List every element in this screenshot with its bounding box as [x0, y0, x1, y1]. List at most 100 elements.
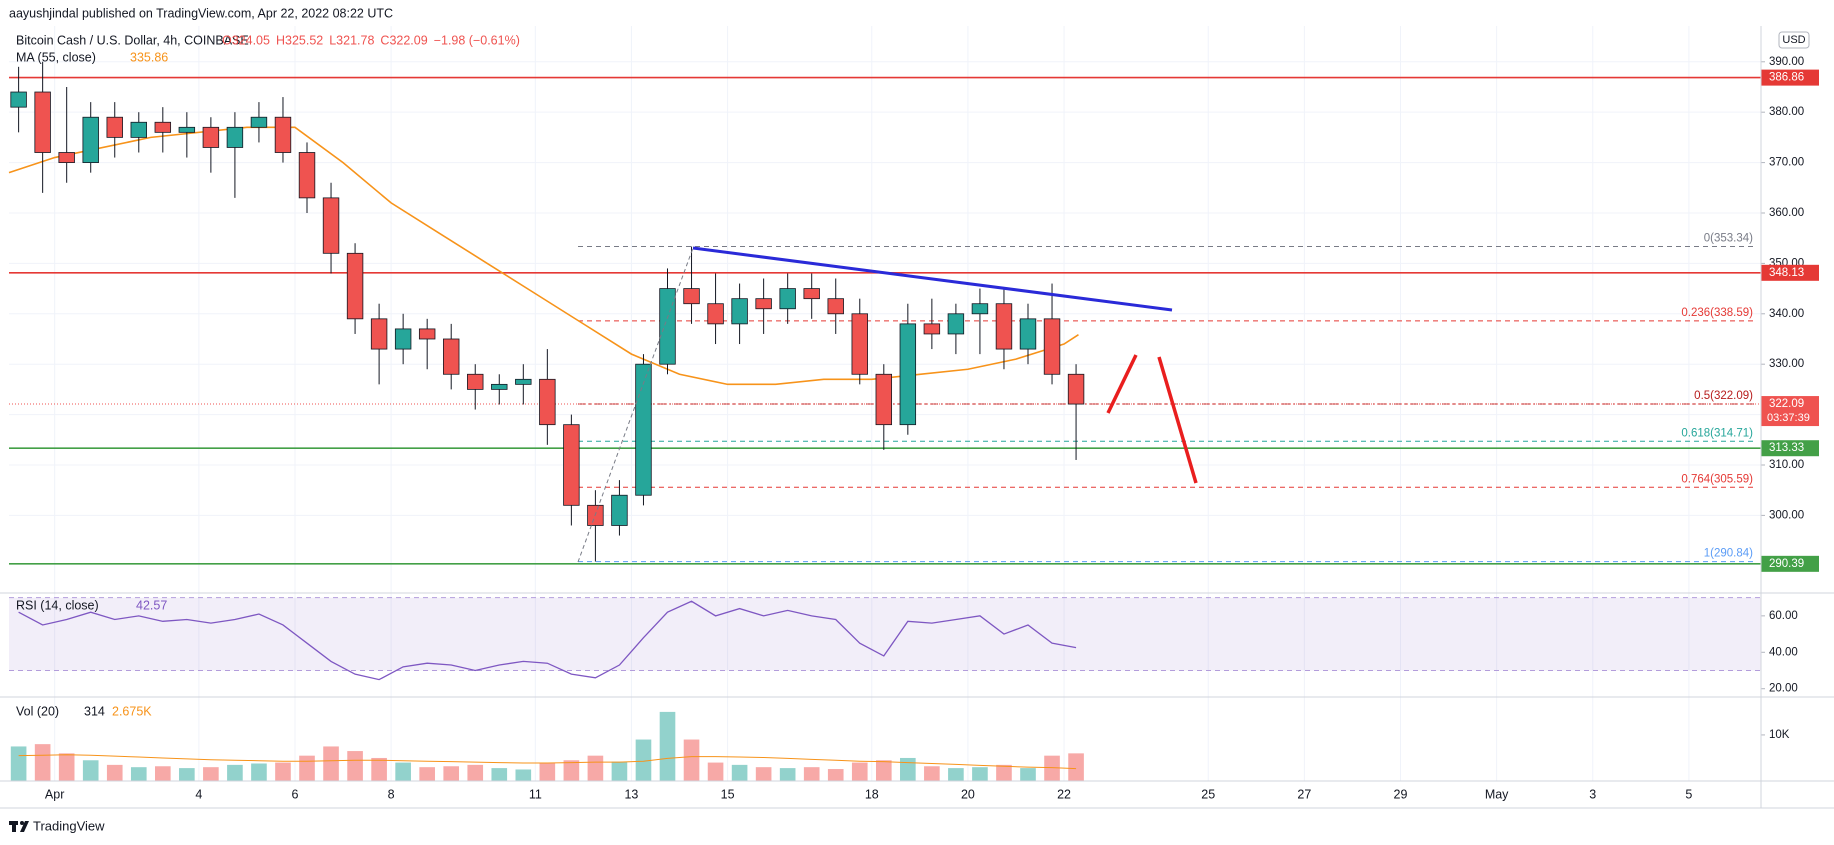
level-tag-label: 348.13 [1769, 267, 1804, 279]
rsi-tick-label: 40.00 [1769, 646, 1798, 658]
level-tag-label: 290.39 [1769, 558, 1804, 570]
arrow-up [1106, 354, 1138, 414]
y-tick-label: 380.00 [1769, 106, 1804, 118]
candle-body [491, 383, 508, 390]
candle-body [515, 378, 532, 385]
volume-bar [803, 767, 820, 781]
volume-bar [707, 762, 724, 781]
candle-body [1043, 318, 1061, 375]
volume-bar [1068, 753, 1084, 781]
candle-body [899, 323, 917, 426]
volume-bar [827, 769, 844, 781]
candle-body [659, 288, 676, 365]
ma-line [8, 126, 1079, 386]
candle-body [827, 298, 844, 315]
candle-body [154, 121, 172, 133]
candle-body [298, 152, 316, 199]
fib-label: 0.618(314.71) [1681, 427, 1753, 439]
x-tick-label: 3 [1589, 787, 1596, 801]
chart-title: Bitcoin Cash / U.S. Dollar, 4h, COINBASE [16, 33, 249, 47]
volume-bar [179, 768, 195, 781]
level-tag [1761, 69, 1819, 86]
volume-ma-value: 2.675K [112, 704, 152, 718]
candle-body [635, 363, 652, 496]
candle-body [539, 378, 556, 426]
volume-bar [395, 762, 411, 781]
y-tick-label: 390.00 [1769, 56, 1804, 68]
candle-body [947, 313, 965, 335]
background [9, 26, 1761, 781]
x-tick-label: May [1485, 787, 1509, 801]
candle-body [731, 298, 748, 325]
ohlc-legend: O324.05 H325.52 L321.78 C322.09 −1.98 (−0.61… [222, 33, 520, 47]
candle-body [779, 288, 796, 310]
candle-body [1067, 373, 1085, 405]
y-tick-label: 310.00 [1769, 459, 1804, 471]
x-tick-label: 29 [1394, 787, 1408, 801]
volume-bar [491, 768, 508, 781]
candle-body [394, 328, 412, 350]
ma-legend: MA (55, close) [16, 50, 96, 64]
volume-bar [1044, 755, 1060, 781]
trend-line [692, 246, 1173, 312]
x-tick-label: 20 [961, 787, 975, 801]
brand-logo [9, 821, 29, 832]
volume-bar [900, 757, 916, 781]
volume-bar [371, 757, 387, 781]
level-tag [1761, 555, 1819, 572]
candle-body [370, 318, 388, 350]
candle-body [274, 116, 292, 153]
candle-body [1019, 318, 1037, 350]
candle-body [995, 303, 1013, 350]
volume-bar [203, 767, 219, 781]
ohlc-value: L321.78 [329, 33, 374, 47]
volume-bar [755, 767, 772, 781]
last-price-label: 322.09 [1769, 398, 1804, 410]
x-tick-label: 27 [1297, 787, 1311, 801]
level-tag [1761, 440, 1819, 457]
currency[interactable]: USD [1782, 34, 1805, 46]
volume-bar [948, 768, 964, 781]
ohlc-value: H325.52 [276, 33, 323, 47]
candle-body [82, 116, 99, 163]
candle-body [130, 121, 147, 138]
volume-ma-line [18, 754, 1077, 770]
currency-box[interactable] [1778, 31, 1810, 49]
rsi-tick-label: 20.00 [1769, 683, 1798, 695]
volume-bar [467, 764, 484, 781]
volume-bar [611, 761, 628, 781]
volume-bar [875, 760, 892, 781]
volume-bar [731, 764, 748, 781]
ohlc-value: C322.09 [380, 33, 427, 47]
candle-body [10, 91, 27, 108]
x-tick-label: 15 [721, 787, 735, 801]
y-tick-label: 300.00 [1769, 509, 1804, 521]
countdown: 03:37:39 [1767, 412, 1810, 424]
candle-body [875, 373, 893, 426]
rsi-legend: RSI (14, close) [16, 598, 99, 612]
volume-bar [299, 755, 315, 781]
volume-bar [972, 767, 988, 781]
x-tick-label: 18 [865, 787, 879, 801]
volume-bar [443, 766, 460, 781]
y-tick-label: 370.00 [1769, 157, 1804, 169]
ohlc-value: O324.05 [222, 33, 270, 47]
candle-body [442, 338, 460, 375]
volume-legend: Vol (20) [16, 704, 59, 718]
candle-body [322, 197, 340, 254]
volume-bar [587, 755, 604, 781]
published: aayushjindal published on TradingView.co… [9, 6, 393, 20]
fib-label: 0.236(338.59) [1681, 307, 1753, 319]
candle-body [346, 252, 364, 320]
volume-bar [779, 768, 796, 781]
candle-body [803, 288, 820, 300]
level-tag-label: 386.86 [1769, 72, 1804, 84]
volume-bar [130, 767, 147, 781]
arrow-down [1157, 356, 1198, 484]
volume-bar [251, 763, 267, 781]
candle-body [178, 126, 196, 133]
candle-body [563, 424, 580, 506]
candle-body [226, 126, 244, 148]
x-tick-label: Apr [45, 787, 64, 801]
rsi-value: 42.57 [136, 598, 167, 612]
